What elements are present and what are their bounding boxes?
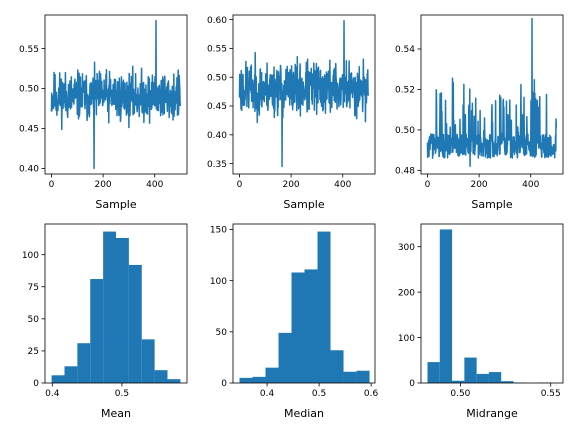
midrange-histogram-panel: 0.50 0.55 0 100 200 300 [398, 223, 564, 399]
mean-trace-xlabel: Sample [95, 198, 136, 211]
y-tick-label: 50 [28, 315, 40, 325]
y-tick-label: 0.55 [19, 45, 39, 55]
histogram-bar [488, 372, 502, 383]
x-tick-label: 0.5 [312, 389, 326, 399]
histogram-bar [356, 370, 370, 383]
histogram-bar [128, 264, 142, 383]
histogram-bar [239, 377, 253, 383]
histogram-bar [167, 379, 181, 383]
x-tick-label: 400 [334, 180, 351, 190]
histogram-bar [252, 376, 266, 383]
y-tick-label: 25 [28, 347, 39, 357]
x-tick-label: 0 [237, 180, 243, 190]
y-tick-label: 50 [216, 328, 228, 338]
x-tick-label: 0.4 [45, 389, 60, 399]
y-tick-label: 0 [33, 379, 39, 389]
histogram-bar [154, 370, 168, 383]
histogram-bar [501, 381, 514, 383]
median-trace-panel: 0 200 400 0.35 0.40 0.45 0.50 0.55 0.60 [207, 14, 376, 190]
trace-line [426, 17, 558, 168]
histogram-bar [64, 366, 78, 383]
x-tick-label: 0 [49, 180, 55, 190]
mean-hist-xlabel: Mean [101, 407, 131, 420]
y-tick-label: 0.50 [207, 73, 227, 83]
median-trace-xlabel: Sample [283, 198, 324, 211]
y-tick-label: 0.55 [207, 45, 227, 55]
axes-frame [420, 223, 564, 384]
y-tick-label: 0.50 [19, 85, 39, 95]
histogram-bar [278, 332, 292, 383]
histogram-bar [317, 231, 331, 383]
x-tick-label: 400 [146, 180, 163, 190]
trace-line [238, 20, 370, 168]
x-tick-label: 200 [282, 180, 299, 190]
histogram-bar [141, 339, 155, 383]
median-hist-xlabel: Median [284, 407, 324, 420]
y-tick-label: 100 [398, 334, 415, 344]
x-tick-label: 0.50 [450, 389, 470, 399]
y-tick-label: 150 [210, 226, 227, 236]
y-tick-label: 0.40 [19, 165, 39, 175]
median-histogram-panel: 0.4 0.5 0.6 0 50 100 150 [210, 223, 379, 399]
histogram-bar [343, 371, 357, 383]
trace-line [50, 19, 182, 170]
histogram-bar [103, 231, 116, 383]
histogram-bar [464, 357, 477, 383]
histogram-bar [476, 373, 489, 383]
x-tick-label: 0 [425, 180, 431, 190]
x-tick-label: 200 [470, 180, 487, 190]
y-tick-label: 0.40 [207, 131, 227, 141]
y-tick-label: 200 [398, 288, 415, 298]
y-tick-label: 0.45 [207, 102, 227, 112]
midrange-trace-xlabel: Sample [471, 198, 512, 211]
histogram-bar [77, 343, 91, 383]
axes-frame [44, 14, 188, 175]
y-tick-label: 0.45 [19, 125, 39, 135]
y-tick-label: 100 [210, 277, 227, 287]
y-tick-label: 75 [28, 283, 39, 293]
histogram-bar [90, 279, 104, 383]
mean-histogram-panel: 0.4 0.5 0 25 50 75 100 [22, 223, 188, 399]
x-tick-label: 0.55 [541, 389, 561, 399]
x-tick-label: 0.4 [260, 389, 275, 399]
x-tick-label: 200 [94, 180, 111, 190]
histogram-bar [265, 367, 279, 383]
y-tick-label: 0.52 [395, 86, 415, 96]
y-tick-label: 0 [221, 379, 227, 389]
axes-frame [420, 14, 564, 175]
histogram-bar [452, 380, 465, 383]
mean-trace-panel: 0 200 400 0.40 0.45 0.50 0.55 [19, 14, 188, 190]
x-tick-label: 400 [522, 180, 539, 190]
axes-frame [232, 223, 376, 384]
y-tick-label: 100 [22, 251, 39, 261]
y-tick-label: 0.50 [395, 126, 415, 136]
y-tick-label: 0.60 [207, 16, 227, 26]
midrange-hist-xlabel: Midrange [466, 407, 518, 420]
histogram-bar [51, 375, 65, 383]
y-tick-label: 0.35 [207, 160, 227, 170]
axes-frame [44, 223, 188, 384]
x-tick-label: 0.5 [115, 389, 129, 399]
histogram-bar [330, 350, 344, 383]
x-tick-label: 0.6 [364, 389, 379, 399]
histogram-bar [304, 269, 318, 383]
midrange-trace-panel: 0 200 400 0.48 0.50 0.52 0.54 [395, 14, 564, 190]
histogram-bar [116, 237, 129, 383]
y-tick-label: 0.48 [395, 167, 415, 177]
histogram-bar [291, 272, 305, 383]
histogram-bar [427, 362, 440, 383]
y-tick-label: 300 [398, 243, 415, 253]
y-tick-label: 0.54 [395, 45, 415, 55]
axes-frame [232, 14, 376, 175]
y-tick-label: 0 [409, 379, 415, 389]
histogram-bar [439, 229, 453, 383]
